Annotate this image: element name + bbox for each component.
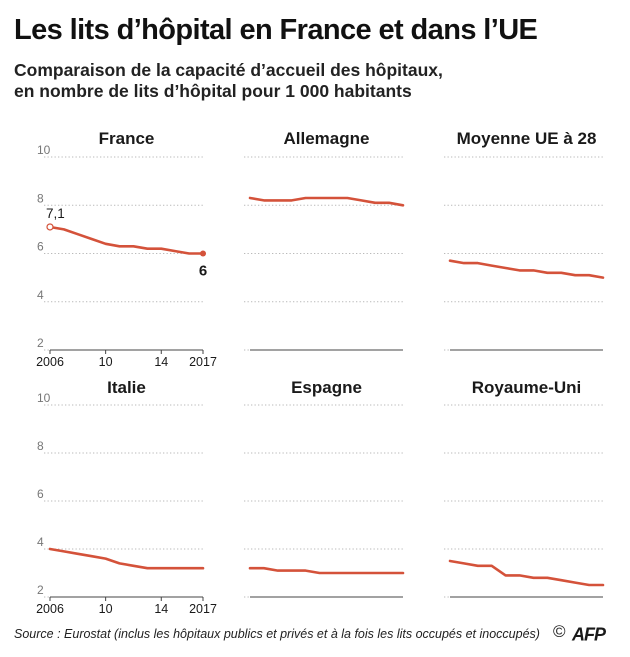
series-line-italie <box>50 549 203 568</box>
start-point-france <box>47 224 53 230</box>
series-line-france <box>50 227 203 254</box>
panel-title-royaume-uni: Royaume-Uni <box>472 378 582 397</box>
x-tick-label: 14 <box>154 602 168 616</box>
x-tick-label: 2017 <box>189 355 217 369</box>
y-tick-label: 8 <box>37 191 44 205</box>
series-line-allemagne <box>250 198 403 205</box>
end-point-france <box>200 251 206 257</box>
panel-title-france: France <box>99 129 155 148</box>
x-tick-label: 2017 <box>189 602 217 616</box>
panel-title-italie: Italie <box>107 378 146 397</box>
panel-title-espagne: Espagne <box>291 378 362 397</box>
y-tick-label: 2 <box>37 583 44 597</box>
y-tick-label: 4 <box>37 288 44 302</box>
y-tick-label: 6 <box>37 240 44 254</box>
copyright-symbol: © <box>553 622 566 642</box>
series-line-royaume-uni <box>450 561 603 585</box>
y-tick-label: 8 <box>37 439 44 453</box>
x-tick-label: 2006 <box>36 602 64 616</box>
x-tick-label: 10 <box>99 355 113 369</box>
series-line-moyenne-ue-a-28 <box>450 261 603 278</box>
y-tick-label: 4 <box>37 535 44 549</box>
y-tick-label: 2 <box>37 336 44 350</box>
start-value-label: 7,1 <box>46 206 65 221</box>
y-tick-label: 10 <box>37 391 51 405</box>
series-line-espagne <box>250 568 403 573</box>
y-tick-label: 6 <box>37 487 44 501</box>
afp-logo: AFP <box>570 624 622 644</box>
x-tick-label: 2006 <box>36 355 64 369</box>
afp-logo-text: AFP <box>571 625 607 645</box>
x-tick-label: 10 <box>99 602 113 616</box>
end-value-label: 6 <box>199 263 207 280</box>
source-note: Source : Eurostat (inclus les hôpitaux p… <box>14 627 540 641</box>
panel-title-moyenne-ue-a-28: Moyenne UE à 28 <box>457 129 597 148</box>
x-tick-label: 14 <box>154 355 168 369</box>
y-tick-label: 10 <box>37 143 51 157</box>
panel-title-allemagne: Allemagne <box>284 129 370 148</box>
small-multiples-chart: France 2 4 6 8 10 2006 10 14 2017 7,1 6 Allemagne Moy… <box>0 0 630 657</box>
